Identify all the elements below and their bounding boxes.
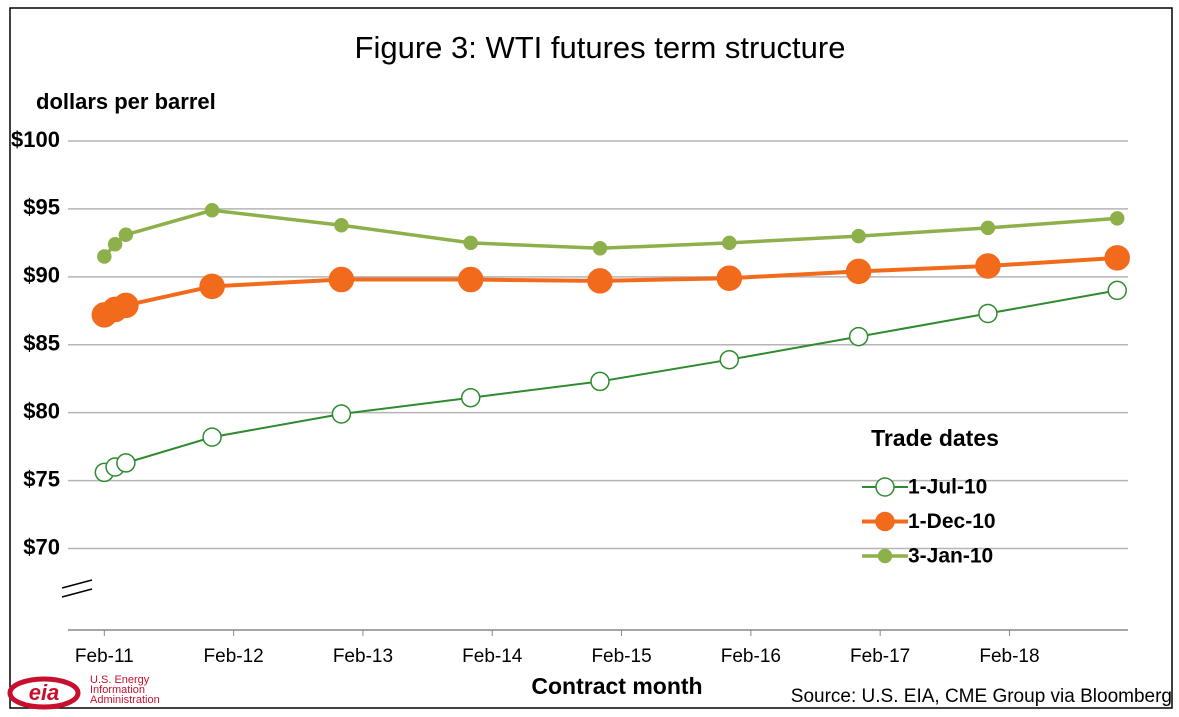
- data-point: [978, 303, 998, 324]
- x-tick-label: Feb-18: [979, 646, 1039, 667]
- source-note: Source: U.S. EIA, CME Group via Bloomber…: [791, 686, 1172, 707]
- data-point: [1104, 245, 1130, 271]
- data-point: [722, 235, 737, 251]
- data-point: [980, 220, 996, 236]
- logo-text: U.S. Energy: [90, 674, 150, 686]
- data-point: [202, 427, 222, 447]
- data-point: [592, 241, 608, 256]
- y-tick-label: $95: [23, 195, 60, 220]
- data-point: [457, 266, 484, 293]
- legend-marker: [875, 511, 895, 532]
- x-tick-label: Feb-11: [75, 646, 134, 667]
- data-point: [331, 404, 352, 424]
- data-point: [848, 326, 869, 347]
- y-tick-label: $100: [11, 127, 60, 152]
- break-mark: [61, 588, 93, 598]
- x-tick-label: Feb-17: [850, 646, 910, 667]
- x-tick-label: Feb-15: [591, 646, 651, 667]
- break-mark: [61, 579, 93, 589]
- data-point: [334, 217, 349, 233]
- data-point: [97, 249, 112, 264]
- logo-ring: [7, 676, 81, 710]
- data-point: [716, 265, 743, 291]
- data-point: [107, 236, 123, 252]
- y-tick-label: $75: [23, 466, 60, 491]
- y-tick-label: $70: [23, 534, 60, 559]
- legend-label: 1-Jul-10: [908, 476, 987, 499]
- legend-label: 1-Dec-10: [908, 510, 996, 533]
- legend-title: Trade dates: [871, 425, 999, 451]
- chart-title: Figure 3: WTI futures term structure: [355, 30, 846, 65]
- x-tick-label: Feb-16: [721, 646, 781, 667]
- y-tick-label: $90: [23, 263, 60, 288]
- data-point: [116, 453, 136, 473]
- legend-label: 3-Jan-10: [908, 545, 993, 568]
- y-tick-label: $80: [23, 398, 60, 423]
- data-point: [1107, 280, 1127, 301]
- data-point: [845, 258, 872, 285]
- data-point: [975, 253, 1001, 279]
- x-tick-label: Feb-14: [462, 646, 523, 667]
- data-point: [204, 203, 220, 218]
- data-point: [328, 266, 355, 293]
- logo-text: Information: [90, 684, 145, 696]
- data-point: [590, 371, 610, 392]
- x-axis-label: Contract month: [531, 673, 702, 699]
- logo: eia U.S. Energy Information Administrati…: [7, 674, 160, 710]
- data-point: [1109, 211, 1125, 226]
- legend-marker: [877, 548, 893, 564]
- data-point: [719, 349, 740, 370]
- data-point: [851, 228, 866, 244]
- data-point: [118, 227, 134, 242]
- data-point: [113, 292, 139, 319]
- logo-text: Administration: [90, 694, 160, 706]
- frame: [9, 7, 1173, 709]
- data-point: [460, 387, 481, 408]
- x-tick-label: Feb-12: [204, 646, 264, 667]
- y-tick-label: $85: [23, 331, 60, 356]
- data-point: [587, 268, 613, 294]
- data-point: [463, 235, 478, 251]
- logo-mark: eia: [29, 680, 60, 705]
- y-axis-label: dollars per barrel: [36, 89, 216, 114]
- data-point: [199, 273, 225, 300]
- axis-break: [61, 579, 93, 598]
- series-line: [103, 208, 1118, 258]
- x-tick-label: Feb-13: [333, 646, 393, 667]
- legend-marker: [875, 477, 895, 497]
